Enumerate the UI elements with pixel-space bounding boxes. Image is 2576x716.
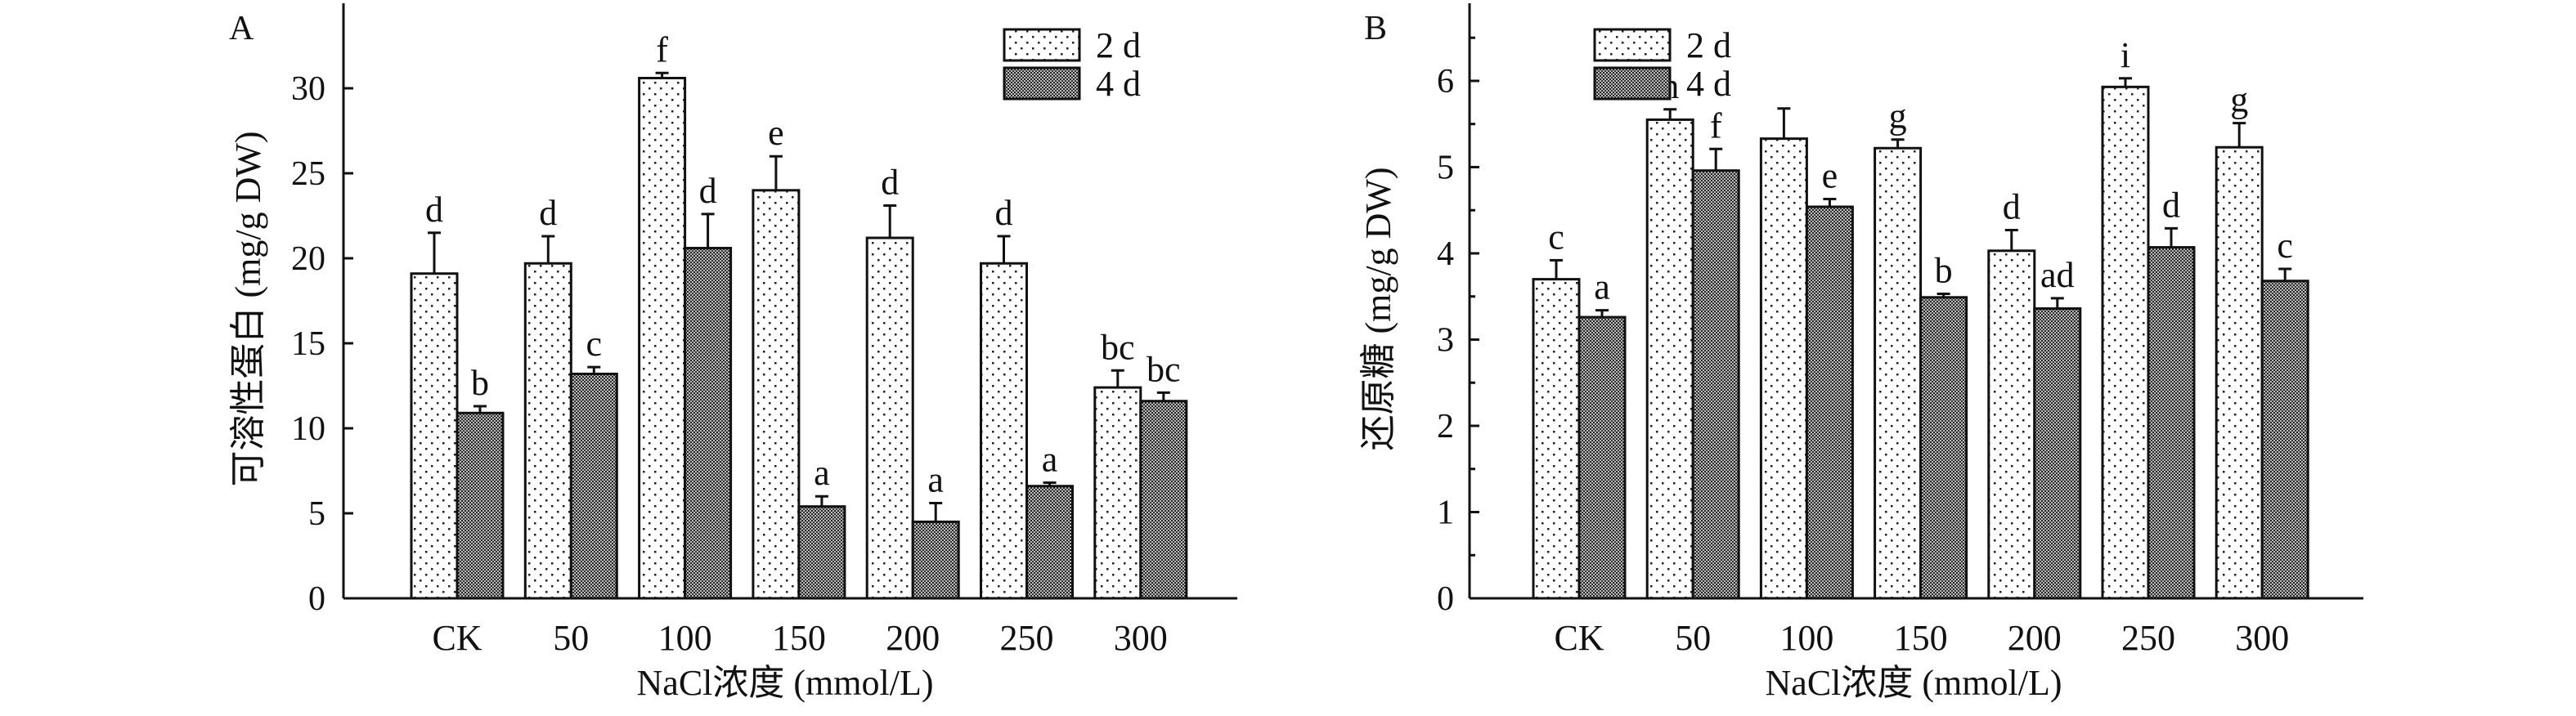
bar-4d [2147,246,2196,600]
bar-4d [2033,307,2082,600]
y-tick-label: 3 [1437,321,1454,359]
y-axis-label: 还原糖 (mg/g DW) [1358,167,1398,450]
bar-2d [2101,85,2150,600]
bar-4d [2260,280,2309,600]
x-tick-label: 150 [1894,618,1948,658]
significance-letter: d [881,163,899,203]
y-tick-label: 30 [291,70,325,108]
bar-2d [638,77,687,600]
x-tick-label: 300 [2235,618,2289,658]
y-tick-label: 10 [291,410,325,448]
significance-letter: c [586,324,603,364]
legend-label: 2 d [1096,25,1141,65]
significance-letter: bc [1101,327,1135,367]
bar-4d [797,505,846,600]
panel-letter: B [1364,10,1387,47]
significance-letter: d [995,193,1013,233]
x-tick-label: CK [1554,618,1604,658]
bar-2d [865,236,914,600]
significance-letter: d [539,193,557,233]
y-tick-label: 25 [291,155,325,193]
bar-2d [1645,118,1694,600]
legend-swatch-4d [1593,66,1672,101]
bar-2d [980,262,1028,600]
significance-letter: b [471,363,489,403]
significance-letter: b [1935,251,1953,291]
x-tick-label: 100 [1779,618,1833,658]
significance-letter: d [2162,185,2180,225]
significance-letter: d [425,190,443,230]
bar-4d [456,411,505,600]
significance-letter: g [2230,80,2248,120]
bar-2d [1759,137,1808,600]
y-axis-label: 可溶性蛋白 (mg/g DW) [228,131,268,486]
bar-4d [1577,315,1627,600]
bar-2d [1093,386,1142,600]
significance-letter: a [1594,267,1610,307]
x-tick-label: 100 [658,618,712,658]
x-tick-label: 300 [1114,618,1168,658]
bar-2d [1874,146,1923,600]
y-tick-label: 6 [1437,63,1454,101]
y-tick-label: 20 [291,240,325,278]
significance-letter: a [814,453,830,493]
x-tick-label: 50 [1675,618,1711,658]
significance-letter: e [1822,156,1838,196]
significance-letter: ad [2040,255,2075,295]
y-tick-label: 5 [308,495,325,533]
significance-letter: c [1548,217,1564,257]
x-tick-label: 150 [772,618,826,658]
x-tick-label: 200 [2008,618,2062,658]
significance-letter: bc [1147,349,1181,389]
y-tick-label: 1 [1437,494,1454,531]
legend-swatch-2d [1003,28,1081,62]
significance-letter: d [2003,186,2021,226]
x-tick-label: 200 [886,618,940,658]
bar-4d [1139,400,1188,600]
legend-label: 2 d [1686,25,1731,65]
significance-letter: d [699,171,717,211]
bar-4d [684,247,733,600]
bar-4d [1025,485,1074,600]
bar-4d [1919,296,1968,600]
y-tick-label: 15 [291,325,325,363]
significance-letter: a [1042,440,1058,480]
significance-letter: a [927,460,944,500]
y-tick-label: 0 [308,580,325,618]
significance-letter: g [1889,96,1907,136]
bar-2d [1532,278,1581,600]
x-tick-label: 250 [2121,618,2175,658]
bar-2d [2215,145,2264,600]
x-axis-label: NaCl浓度 (mmol/L) [637,663,934,703]
bar-2d [752,189,801,600]
y-tick-label: 4 [1437,235,1454,273]
x-axis-label: NaCl浓度 (mmol/L) [1766,663,2062,703]
x-tick-label: CK [432,618,482,658]
y-tick-label: 0 [1437,580,1454,618]
significance-letter: f [656,29,668,69]
bar-4d [569,372,618,600]
significance-letter: i [2120,35,2130,75]
panel-a: A 0 5 10 15 20 25 30 可溶性蛋白 (mg/g DW) NaCl浓度 (mmol… [228,3,1237,703]
legend-swatch-4d [1003,66,1081,101]
significance-letter: c [2277,226,2293,266]
bar-2d [1987,249,2036,600]
legend-label: 4 d [1096,64,1141,104]
significance-letter: e [768,113,784,153]
bar-2d [523,262,572,600]
panel-letter: A [229,10,254,47]
legend-label: 4 d [1686,64,1731,104]
bar-4d [911,520,960,600]
x-tick-label: 50 [553,618,589,658]
y-tick-label: 2 [1437,408,1454,445]
bar-2d [410,272,459,600]
legend-swatch-2d [1593,28,1672,62]
significance-letter: f [1710,105,1722,145]
bar-4d [1805,205,1854,600]
x-tick-label: 250 [1000,618,1054,658]
y-tick-label: 5 [1437,149,1454,186]
bar-4d [1691,169,1740,600]
